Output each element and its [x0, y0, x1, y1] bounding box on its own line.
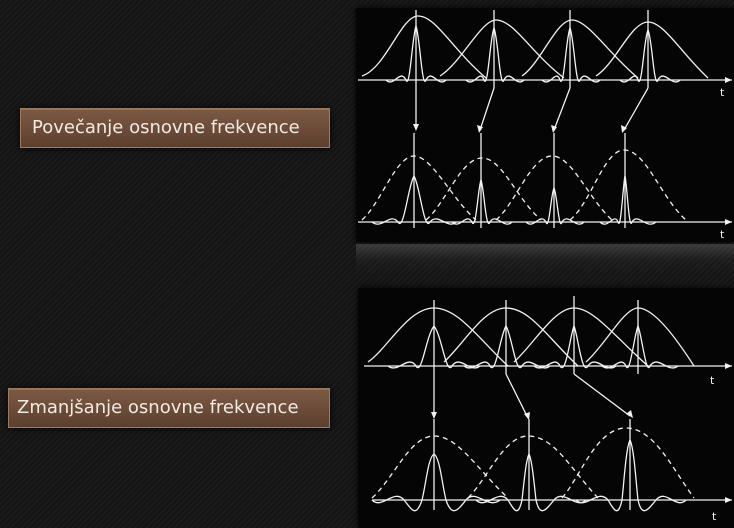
top-markers-2	[433, 296, 639, 374]
top-pulse-3	[541, 26, 601, 83]
top-axis	[364, 363, 732, 369]
bottom-envelope-4	[569, 149, 687, 221]
mapping-arrowhead-3	[551, 125, 557, 133]
mapping-arrowhead-2	[477, 125, 483, 133]
mapping-arrowhead-1	[413, 124, 419, 131]
bottom-markers-2	[433, 419, 631, 510]
bottom-envelope-1	[361, 155, 477, 221]
top-envelope-2	[439, 19, 565, 79]
top-pulses	[385, 23, 681, 83]
top-envelope-1	[361, 15, 487, 79]
bottom-envelope-2	[425, 157, 542, 221]
top-markers	[415, 10, 649, 88]
bottom-axis-label-2: t	[712, 510, 717, 523]
mapping2-arrow-3	[573, 373, 631, 417]
increase-frequency-diagram: t t	[356, 8, 734, 242]
bottom2-envelope-3	[561, 427, 695, 499]
mapping-arrows-2	[433, 373, 631, 419]
bottom-envelopes-2	[371, 427, 695, 499]
mapping-arrow-3	[553, 87, 571, 131]
top-axis-label: t	[720, 86, 725, 99]
mapping2-arrowhead-1	[431, 412, 437, 419]
top2-envelope-2	[443, 307, 579, 367]
mapping-arrowheads	[413, 124, 627, 133]
bottom2-envelope-1	[371, 435, 509, 499]
top2-envelope-1	[367, 307, 509, 367]
top2-envelope-4	[585, 307, 695, 367]
panel-reflection	[356, 244, 734, 274]
mapping-arrowheads-2	[431, 410, 633, 420]
mapping2-arrowhead-3	[626, 410, 633, 418]
bottom-axis-label: t	[720, 228, 725, 241]
increase-frequency-plot: t t	[358, 10, 732, 241]
top-envelope-3	[521, 19, 639, 79]
bottom-axis	[358, 219, 732, 225]
top2-pulse-3	[533, 324, 617, 369]
bottom-pulse-2	[451, 178, 513, 225]
mapping-arrow-4	[623, 87, 649, 131]
top-pulses-2	[387, 324, 679, 369]
decrease-frequency-plot: t t	[364, 296, 732, 523]
bottom-pulse-3	[525, 186, 585, 225]
mapping2-arrowhead-2	[524, 412, 530, 420]
mapping2-arrow-2	[505, 373, 529, 419]
top-envelopes	[361, 15, 709, 79]
top-axis-arrow-2	[725, 363, 732, 369]
increase-frequency-label: Povečanje osnovne frekvence	[20, 108, 330, 148]
bottom-envelope-3	[495, 155, 613, 221]
top-pulse-2	[465, 26, 525, 83]
decrease-frequency-label: Zmanjšanje osnovne frekvence	[8, 388, 330, 428]
top-axis-arrow	[725, 77, 732, 83]
top-axis-label-2: t	[710, 374, 715, 387]
bottom2-envelope-2	[467, 435, 599, 499]
bottom-axis-arrow	[725, 219, 732, 225]
bottom-markers	[413, 133, 626, 228]
decrease-frequency-diagram: t t	[358, 288, 734, 528]
mapping-arrowhead-4	[621, 125, 627, 133]
mapping-arrow-2	[479, 87, 495, 131]
bottom-axis-arrow-2	[725, 497, 732, 503]
top2-pulse-2	[463, 324, 551, 369]
mapping-arrows	[415, 87, 649, 131]
